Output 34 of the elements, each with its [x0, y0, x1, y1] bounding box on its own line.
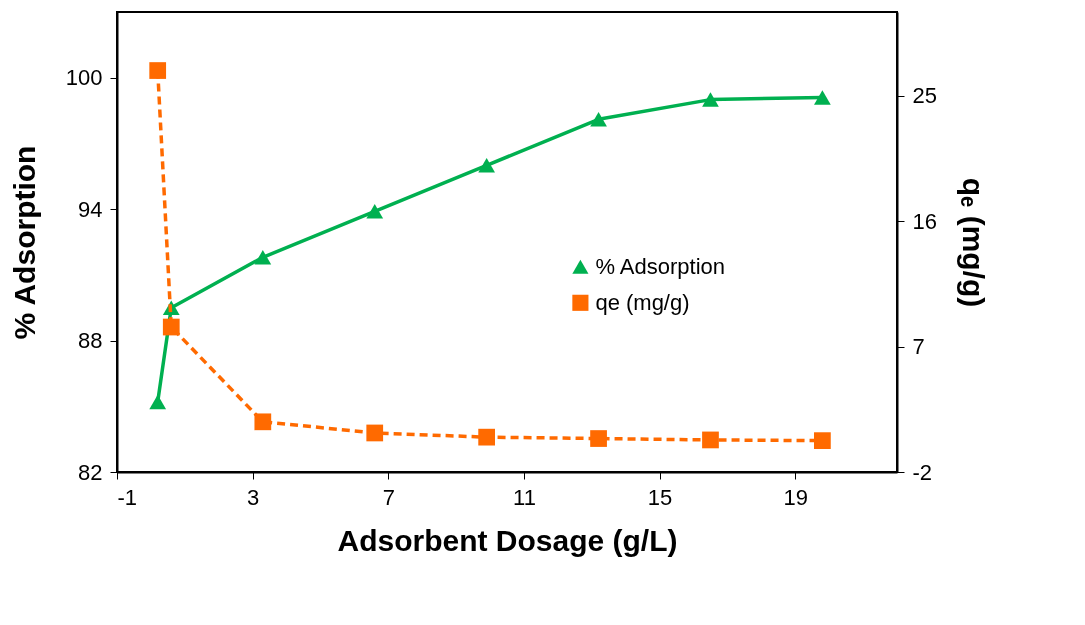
x-tick-label: 15 — [647, 484, 673, 510]
x-axis-title: Adsorbent Dosage (g/L) — [337, 523, 678, 557]
point — [478, 428, 496, 446]
point — [590, 112, 607, 127]
point — [814, 90, 831, 105]
y-tick-label: 94 — [78, 196, 103, 222]
y2-tick-label: 7 — [912, 334, 925, 360]
point — [702, 431, 719, 449]
point — [149, 394, 167, 410]
point — [702, 92, 719, 107]
point — [590, 430, 607, 447]
x-tick-label: 7 — [382, 484, 395, 510]
y2-tick-label: -2 — [912, 459, 933, 485]
point — [366, 424, 384, 442]
x-tick-label: 3 — [247, 484, 260, 510]
point — [149, 62, 167, 79]
legend-label: % Adsorption — [595, 253, 726, 279]
y2-tick-label: 25 — [912, 83, 937, 109]
x-tick-label: 11 — [513, 484, 536, 510]
y2-tick-label: 16 — [912, 208, 937, 234]
x-tick-label: -1 — [117, 484, 138, 510]
y-axis-title: % Adsorption — [7, 145, 41, 340]
x-tick-label: 19 — [783, 484, 808, 510]
y2-axis-title: qₑ (mg/g) — [956, 177, 990, 308]
legend-label: qe (mg/g) — [595, 289, 690, 315]
y-tick-label: 100 — [65, 65, 103, 91]
point — [254, 250, 272, 265]
point — [478, 158, 496, 173]
y-tick-label: 82 — [78, 459, 103, 485]
point — [254, 413, 272, 431]
y-tick-label: 88 — [78, 328, 103, 354]
point — [814, 432, 831, 449]
point — [162, 318, 180, 336]
point — [366, 204, 384, 219]
